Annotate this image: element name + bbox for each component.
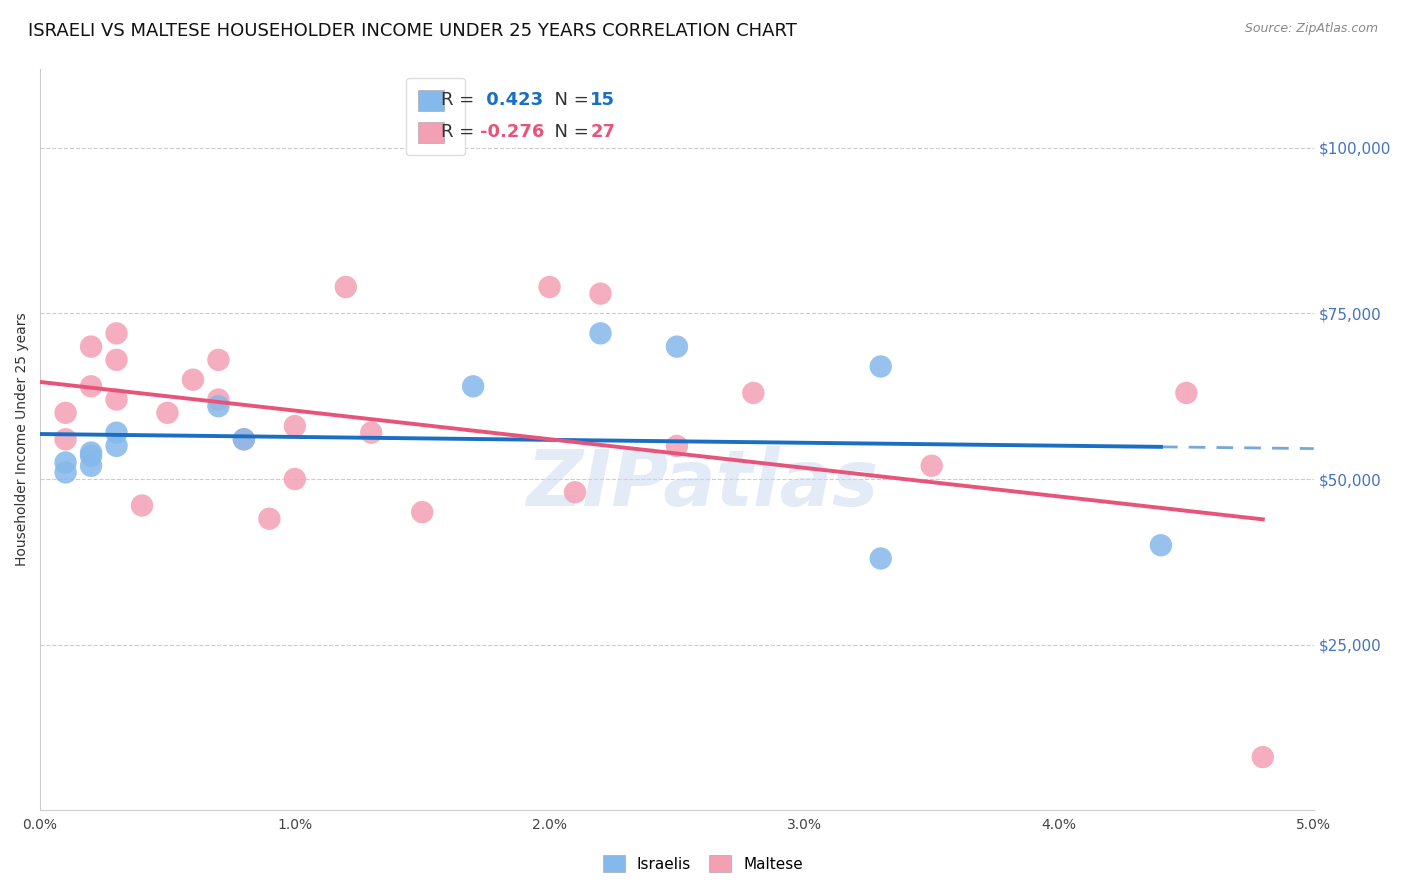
Point: [105, 326, 128, 341]
Point: [463, 379, 485, 393]
Point: [181, 373, 204, 387]
Point: [335, 280, 357, 294]
Point: [80, 340, 103, 354]
Point: [80, 379, 103, 393]
Text: 15: 15: [591, 91, 616, 109]
Point: [1251, 750, 1274, 764]
Point: [869, 551, 891, 566]
Point: [665, 439, 688, 453]
Text: ISRAELI VS MALTESE HOUSEHOLDER INCOME UNDER 25 YEARS CORRELATION CHART: ISRAELI VS MALTESE HOUSEHOLDER INCOME UN…: [28, 22, 797, 40]
Text: Source: ZipAtlas.com: Source: ZipAtlas.com: [1244, 22, 1378, 36]
Point: [207, 352, 229, 367]
Point: [742, 386, 765, 401]
Point: [80, 445, 103, 459]
Text: N =: N =: [543, 122, 595, 141]
Point: [1175, 386, 1198, 401]
Point: [131, 499, 153, 513]
Point: [869, 359, 891, 374]
Point: [80, 458, 103, 473]
Point: [284, 472, 307, 486]
Point: [411, 505, 433, 519]
Legend: , : ,: [406, 78, 465, 155]
Text: N =: N =: [543, 91, 595, 109]
Point: [232, 432, 254, 446]
Text: R =: R =: [441, 91, 481, 109]
Point: [55, 455, 77, 469]
Legend: Israelis, Maltese: Israelis, Maltese: [596, 847, 810, 880]
Point: [80, 449, 103, 463]
Point: [538, 280, 561, 294]
Text: ZIPatlas: ZIPatlas: [526, 446, 879, 522]
Point: [105, 392, 128, 407]
Point: [55, 406, 77, 420]
Point: [105, 439, 128, 453]
Point: [105, 425, 128, 440]
Point: [360, 425, 382, 440]
Text: -0.276: -0.276: [479, 122, 544, 141]
Point: [665, 340, 688, 354]
Point: [259, 512, 281, 526]
Point: [589, 326, 612, 341]
Point: [207, 392, 229, 407]
Text: 27: 27: [591, 122, 616, 141]
Point: [232, 432, 254, 446]
Text: 0.423: 0.423: [479, 91, 543, 109]
Point: [589, 286, 612, 301]
Text: R =: R =: [441, 122, 481, 141]
Point: [55, 466, 77, 480]
Point: [284, 419, 307, 434]
Point: [105, 352, 128, 367]
Point: [156, 406, 179, 420]
Point: [564, 485, 586, 500]
Point: [1150, 538, 1173, 552]
Point: [207, 399, 229, 413]
Y-axis label: Householder Income Under 25 years: Householder Income Under 25 years: [15, 312, 30, 566]
Point: [55, 432, 77, 446]
Point: [921, 458, 943, 473]
